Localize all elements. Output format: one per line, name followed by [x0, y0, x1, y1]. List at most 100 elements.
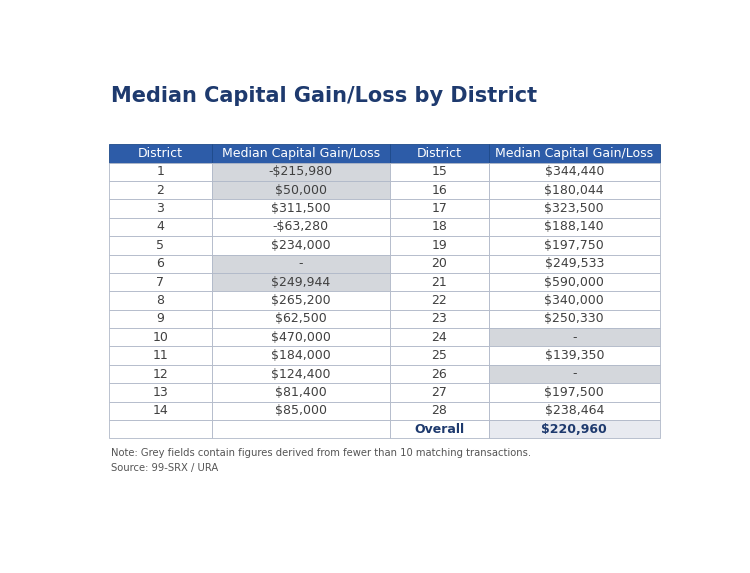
Text: $81,400: $81,400 [274, 386, 326, 399]
Bar [489, 218, 659, 236]
Text: 8: 8 [157, 294, 164, 307]
Bar [211, 199, 390, 218]
Text: Median Capital Gain/Loss by District: Median Capital Gain/Loss by District [111, 86, 537, 105]
Text: 11: 11 [152, 349, 168, 362]
Text: -$215,980: -$215,980 [268, 165, 333, 178]
Bar [211, 144, 390, 163]
Text: $344,440: $344,440 [544, 165, 604, 178]
Bar [489, 347, 659, 365]
Text: 5: 5 [157, 239, 164, 252]
Bar [390, 254, 489, 273]
Text: 13: 13 [152, 386, 168, 399]
Text: -: - [572, 367, 577, 380]
Bar [110, 254, 212, 273]
Bar [390, 199, 489, 218]
Bar [110, 163, 212, 181]
Text: District: District [138, 147, 183, 160]
Text: $340,000: $340,000 [544, 294, 604, 307]
Text: $197,500: $197,500 [544, 386, 604, 399]
Text: 20: 20 [431, 257, 447, 270]
Bar [110, 273, 212, 291]
Text: -: - [572, 331, 577, 344]
Bar [211, 347, 390, 365]
Bar [211, 328, 390, 347]
Text: 15: 15 [431, 165, 447, 178]
Bar [211, 181, 390, 199]
Text: District: District [417, 147, 462, 160]
Text: $139,350: $139,350 [544, 349, 604, 362]
Text: 19: 19 [431, 239, 447, 252]
Bar [390, 144, 489, 163]
Text: $62,500: $62,500 [274, 312, 326, 325]
Text: 6: 6 [157, 257, 164, 270]
Bar [110, 218, 212, 236]
Bar [110, 291, 212, 309]
Text: 28: 28 [431, 405, 447, 417]
Text: $238,464: $238,464 [544, 405, 604, 417]
Text: $180,044: $180,044 [544, 184, 604, 197]
Bar [390, 273, 489, 291]
Bar [390, 365, 489, 383]
Text: -: - [298, 257, 303, 270]
Bar [110, 383, 212, 402]
Bar [110, 347, 212, 365]
Bar [211, 218, 390, 236]
Text: 21: 21 [431, 276, 447, 289]
Bar [211, 309, 390, 328]
Text: 4: 4 [157, 221, 164, 233]
Bar [489, 309, 659, 328]
Bar [211, 273, 390, 291]
Text: $470,000: $470,000 [271, 331, 331, 344]
Text: 18: 18 [431, 221, 447, 233]
Bar [489, 236, 659, 254]
Text: 22: 22 [431, 294, 447, 307]
Bar [110, 181, 212, 199]
Text: $50,000: $50,000 [274, 184, 327, 197]
Text: -$63,280: -$63,280 [272, 221, 328, 233]
Text: 9: 9 [157, 312, 164, 325]
Bar [390, 309, 489, 328]
Text: 7: 7 [157, 276, 164, 289]
Text: Median Capital Gain/Loss: Median Capital Gain/Loss [495, 147, 653, 160]
Bar [489, 291, 659, 309]
Text: $234,000: $234,000 [271, 239, 331, 252]
Text: Overall: Overall [414, 423, 464, 435]
Text: 25: 25 [431, 349, 447, 362]
Text: $85,000: $85,000 [274, 405, 327, 417]
Text: 3: 3 [157, 202, 164, 215]
Bar [211, 236, 390, 254]
Bar [110, 199, 212, 218]
Bar [489, 163, 659, 181]
Text: 27: 27 [431, 386, 447, 399]
Text: $249,944: $249,944 [271, 276, 330, 289]
Text: $250,330: $250,330 [544, 312, 604, 325]
Text: $188,140: $188,140 [544, 221, 604, 233]
Text: Median Capital Gain/Loss: Median Capital Gain/Loss [221, 147, 380, 160]
Bar [211, 365, 390, 383]
Bar [390, 291, 489, 309]
Bar [110, 365, 212, 383]
Bar [390, 383, 489, 402]
Text: $265,200: $265,200 [271, 294, 331, 307]
Text: $184,000: $184,000 [271, 349, 331, 362]
Bar [211, 383, 390, 402]
Text: 16: 16 [431, 184, 447, 197]
Bar [110, 420, 212, 438]
Text: 26: 26 [431, 367, 447, 380]
Bar [110, 309, 212, 328]
Bar [489, 365, 659, 383]
Text: 23: 23 [431, 312, 447, 325]
Bar [390, 347, 489, 365]
Bar [489, 254, 659, 273]
Text: $323,500: $323,500 [544, 202, 604, 215]
Bar [211, 163, 390, 181]
Text: $197,750: $197,750 [544, 239, 604, 252]
Text: Note: Grey fields contain figures derived from fewer than 10 matching transactio: Note: Grey fields contain figures derive… [111, 448, 531, 458]
Bar [110, 328, 212, 347]
Text: 1: 1 [157, 165, 164, 178]
Bar [489, 273, 659, 291]
Text: $220,960: $220,960 [542, 423, 608, 435]
Bar [489, 383, 659, 402]
Bar [390, 163, 489, 181]
Bar [211, 291, 390, 309]
